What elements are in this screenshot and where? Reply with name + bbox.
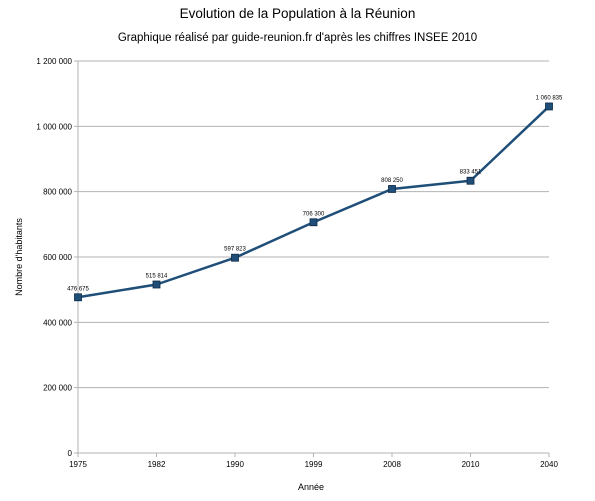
data-point-marker [74,293,82,302]
grid-lines [74,60,550,457]
data-point-marker [152,280,161,289]
x-axis-title: Année [298,482,324,492]
y-tick-label: 200 000 [43,384,72,393]
population-series [74,102,553,302]
y-tick-label: 0 [68,449,73,458]
x-tick-label: 1999 [305,460,323,469]
y-axis-tick-labels: 0 200 000 400 000 600 000 800 000 1 000 000 1 … [36,57,72,458]
data-label: 476 675 [67,286,89,292]
x-tick-label: 1990 [226,460,244,469]
chart-subtitle: Graphique réalisé par guide-reunion.fr d… [117,32,478,44]
y-tick-label: 1 000 000 [36,122,72,131]
data-label: 515 814 [146,274,168,280]
data-label: 597 823 [224,247,246,253]
y-tick-label: 600 000 [43,253,72,262]
data-labels: 476 675 515 814 597 823 706 300 808 250 833 4… [67,95,563,292]
x-tick-label: 2010 [462,460,480,469]
y-axis-title: Nombre d'habitants [14,218,24,296]
y-tick-label: 400 000 [43,318,72,327]
x-tick-label: 2008 [383,460,401,469]
series-line [77,105,550,299]
x-axis-tick-labels: 1975 1982 1990 1999 2008 2010 2040 [69,460,558,469]
data-label: 1 060 835 [536,95,563,101]
x-tick-label: 1982 [148,460,166,469]
data-label: 833 451 [460,170,482,176]
chart-title: Evolution de la Population à la Réunion [179,6,416,21]
y-tick-label: 1 200 000 [36,57,72,66]
data-point-marker [309,218,318,227]
x-tick-label: 1975 [69,460,87,469]
data-label: 706 300 [303,211,325,217]
data-point-marker [545,102,553,111]
data-point-marker [388,185,396,193]
data-label: 808 250 [381,178,403,184]
data-point-marker [231,253,239,262]
data-point-marker [466,176,475,185]
x-tick-label: 2040 [540,460,558,469]
y-tick-label: 800 000 [43,188,72,197]
